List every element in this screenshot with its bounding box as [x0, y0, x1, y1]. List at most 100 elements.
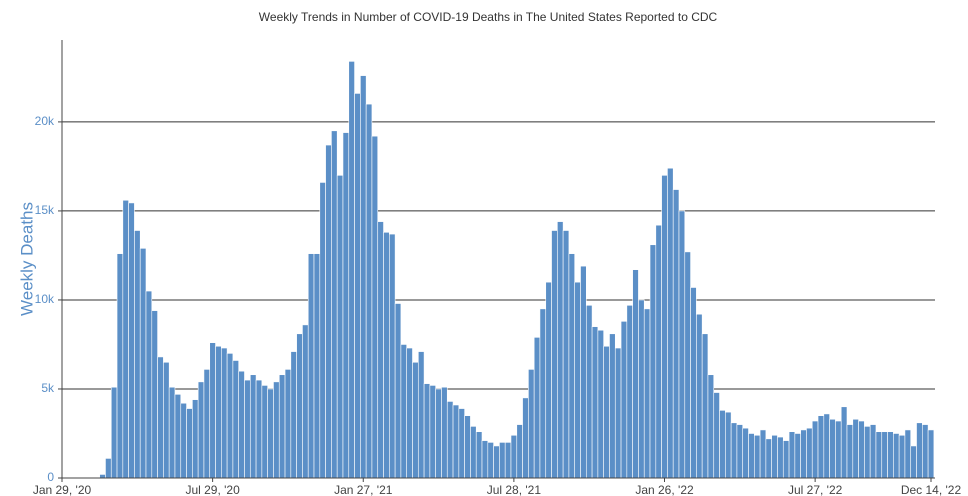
- bar: [377, 221, 384, 479]
- bar: [736, 424, 744, 479]
- bar: [423, 383, 431, 479]
- bar: [435, 388, 442, 479]
- y-tick-label: 5k: [41, 381, 55, 395]
- bar: [400, 344, 408, 479]
- x-tick-label: Jan 26, '22: [635, 483, 694, 496]
- bar: [678, 210, 686, 479]
- bar: [255, 379, 263, 479]
- bar: [278, 374, 286, 479]
- x-tick-label: Dec 14, '22: [901, 483, 962, 496]
- bar: [458, 408, 465, 479]
- bar: [898, 434, 906, 479]
- bar: [99, 474, 106, 479]
- bar: [296, 333, 303, 479]
- bar: [806, 427, 813, 479]
- bar: [638, 299, 645, 479]
- bar: [348, 61, 355, 479]
- bar: [846, 424, 854, 479]
- bar: [811, 420, 819, 479]
- bar: [568, 253, 576, 479]
- bar: [533, 337, 541, 479]
- bar: [510, 434, 518, 479]
- bar: [562, 230, 570, 479]
- bar: [197, 381, 205, 479]
- bar: [134, 230, 141, 479]
- bar: [835, 420, 842, 479]
- bar: [904, 429, 912, 479]
- bar: [319, 182, 326, 479]
- bar: [261, 385, 268, 479]
- y-axis-label: Weekly Deaths: [17, 202, 36, 316]
- bar: [238, 370, 245, 479]
- bar: [244, 379, 251, 479]
- bar: [516, 424, 523, 479]
- bar: [168, 386, 176, 479]
- bar: [464, 415, 471, 479]
- bar: [331, 130, 338, 479]
- bar: [128, 202, 135, 479]
- bar: [493, 445, 500, 479]
- bar: [887, 431, 894, 479]
- bar: [302, 324, 309, 479]
- bar: [116, 253, 124, 479]
- bar: [221, 347, 228, 479]
- bar: [788, 431, 796, 479]
- y-tick-label: 0: [47, 470, 54, 484]
- bar: [371, 135, 379, 479]
- x-tick-label: Jul 29, '20: [185, 483, 240, 496]
- bar: [585, 304, 593, 479]
- bar: [522, 397, 529, 479]
- chart-title: Weekly Trends in Number of COVID-19 Deat…: [259, 10, 718, 24]
- bar: [504, 442, 512, 479]
- bar: [545, 281, 552, 479]
- bar: [852, 418, 859, 479]
- bar: [394, 303, 402, 479]
- bar: [354, 93, 361, 479]
- bar: [389, 233, 396, 479]
- bar: [412, 361, 419, 479]
- bar: [823, 413, 830, 479]
- bar: [765, 438, 772, 479]
- bar: [661, 175, 668, 479]
- bar: [649, 244, 657, 479]
- bar: [667, 167, 674, 479]
- bar: [174, 394, 182, 479]
- x-tick-label: Jul 27, '22: [788, 483, 843, 496]
- bar: [840, 406, 848, 479]
- bar: [794, 433, 801, 479]
- bar: [632, 269, 639, 479]
- bar: [487, 442, 494, 479]
- bar: [742, 427, 749, 479]
- bar: [226, 353, 234, 479]
- bar: [342, 132, 350, 479]
- bar: [701, 333, 709, 479]
- bar: [203, 369, 211, 479]
- bar: [626, 304, 633, 479]
- bar: [441, 386, 448, 479]
- bar: [475, 431, 483, 479]
- bar: [417, 351, 425, 479]
- bar: [151, 310, 158, 479]
- y-tick-label: 20k: [35, 114, 55, 128]
- bar: [122, 199, 129, 479]
- bar: [922, 424, 929, 479]
- bar: [875, 431, 883, 479]
- bar: [580, 265, 587, 479]
- bar: [759, 429, 767, 479]
- bar: [307, 253, 315, 479]
- bar: [539, 308, 547, 479]
- bar: [927, 429, 935, 479]
- bar: [105, 458, 112, 479]
- bar: [713, 392, 720, 479]
- bar: [180, 402, 187, 479]
- bar: [157, 356, 164, 479]
- y-tick-label: 10k: [35, 292, 55, 306]
- bar: [290, 351, 297, 479]
- bar: [696, 313, 703, 479]
- bar: [470, 426, 477, 479]
- bar: [186, 408, 193, 479]
- x-tick-label: Jan 29, '20: [33, 483, 92, 496]
- bar: [528, 369, 535, 479]
- bar: [267, 388, 274, 479]
